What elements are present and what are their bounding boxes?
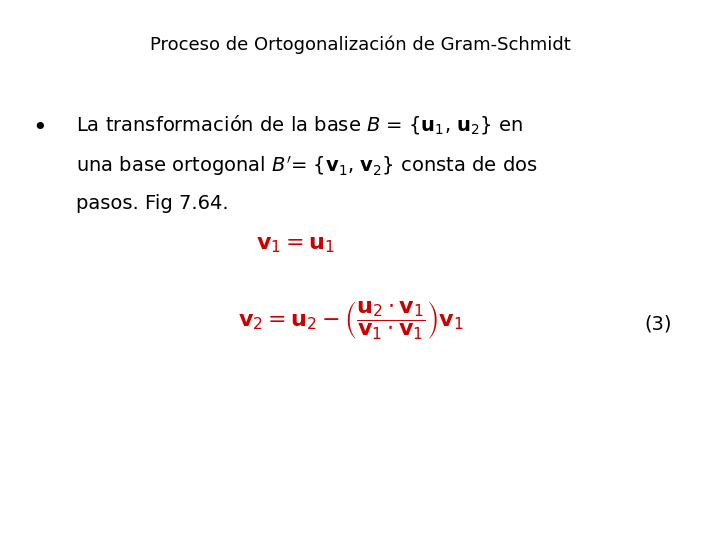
Text: $\mathbf{v}_2 = \mathbf{u}_2 - \left(\dfrac{\mathbf{u}_2 \cdot \mathbf{v}_1}{\ma: $\mathbf{v}_2 = \mathbf{u}_2 - \left(\df… [238, 300, 464, 342]
Text: $\mathbf{v}_1 = \mathbf{u}_1$: $\mathbf{v}_1 = \mathbf{u}_1$ [256, 235, 335, 255]
Text: La transformación de la base $B$ = {$\mathbf{u}_1$, $\mathbf{u}_2$} en: La transformación de la base $B$ = {$\ma… [76, 113, 523, 137]
Text: una base ortogonal $B'$= {$\mathbf{v}_1$, $\mathbf{v}_2$} consta de dos: una base ortogonal $B'$= {$\mathbf{v}_1$… [76, 154, 537, 178]
Text: pasos. Fig 7.64.: pasos. Fig 7.64. [76, 194, 228, 213]
Text: Proceso de Ortogonalización de Gram-Schmidt: Proceso de Ortogonalización de Gram-Schm… [150, 35, 570, 53]
Text: •: • [32, 116, 47, 140]
Text: (3): (3) [644, 314, 672, 334]
